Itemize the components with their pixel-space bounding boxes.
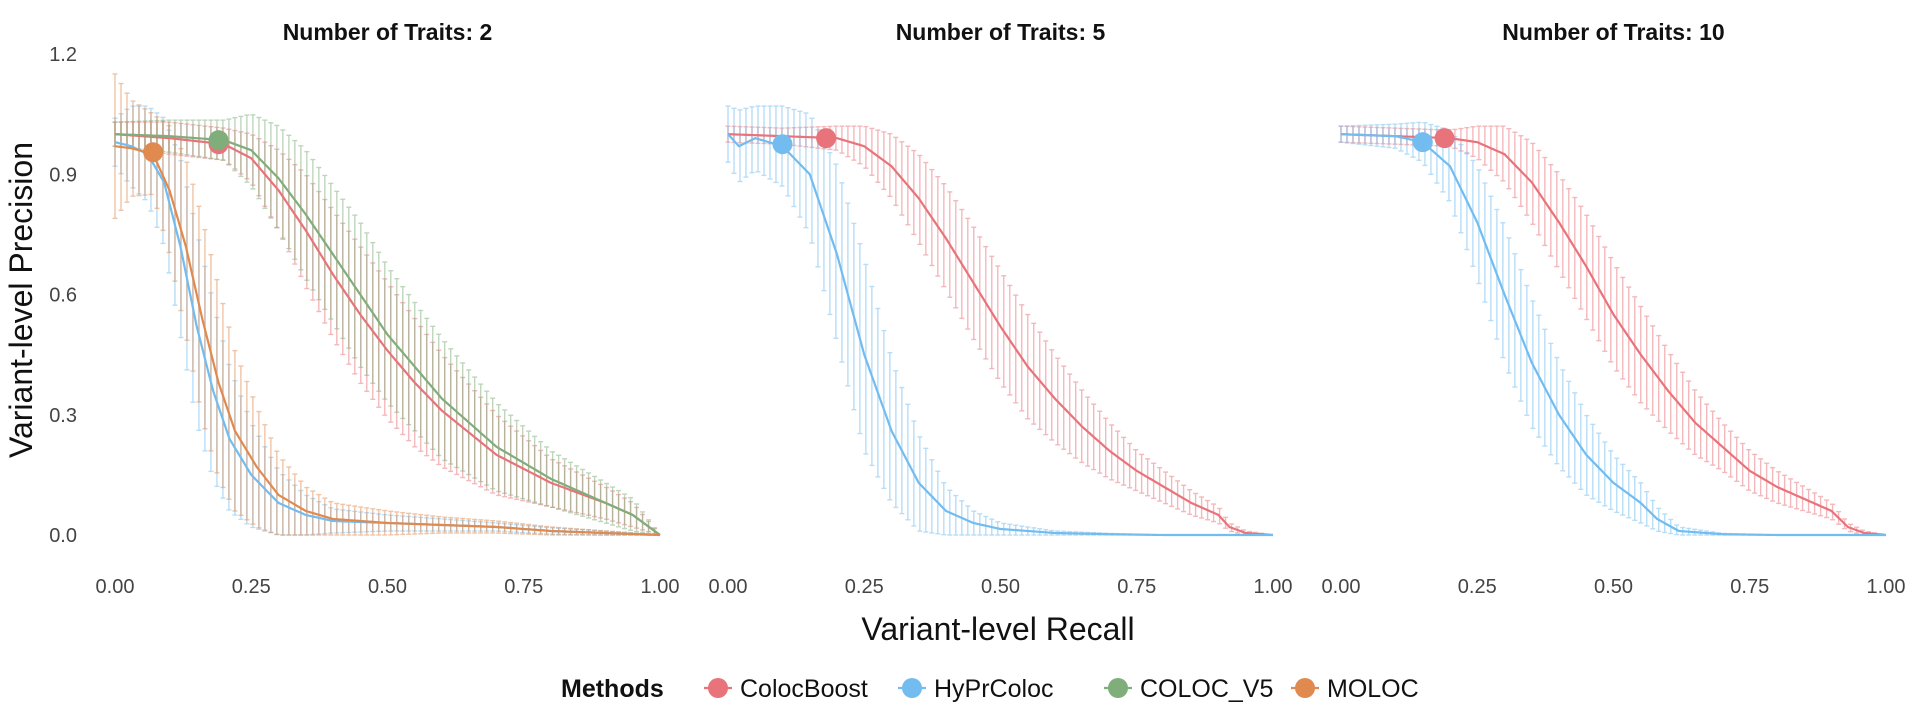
series-line-hyprcoloc xyxy=(1340,133,1886,537)
series-line-hyprcoloc xyxy=(114,141,661,537)
legend-marker xyxy=(902,678,922,698)
error-bars-colocboost xyxy=(725,125,1271,536)
x-tick-label: 0.50 xyxy=(368,576,407,598)
legend-marker xyxy=(1295,678,1315,698)
x-tick-label: 0.75 xyxy=(1117,576,1156,598)
error-bars-hyprcoloc xyxy=(725,105,1151,536)
x-axis-title: Variant-level Recall xyxy=(861,611,1134,647)
panel-title: Number of Traits: 10 xyxy=(1502,19,1724,45)
y-tick-label: 0.3 xyxy=(49,405,77,427)
panel-title: Number of Traits: 2 xyxy=(283,19,493,45)
legend-marker xyxy=(1108,678,1128,698)
legend-label: ColocBoost xyxy=(740,675,868,703)
legend-label: COLOC_V5 xyxy=(1140,675,1273,703)
data-point-hyprcoloc xyxy=(1412,132,1433,153)
series-line-colocboost xyxy=(114,133,661,536)
x-tick-label: 1.00 xyxy=(1254,576,1293,598)
legend-label: HyPrColoc xyxy=(934,675,1053,703)
x-tick-label: 0.00 xyxy=(709,576,748,598)
series-line-colocboost xyxy=(727,133,1274,537)
legend-item-moloc: MOLOC xyxy=(1291,675,1419,703)
legend-label: MOLOC xyxy=(1327,675,1419,703)
x-tick-label: 1.00 xyxy=(1867,576,1906,598)
legend-marker xyxy=(708,678,728,698)
data-point-moloc xyxy=(143,142,164,163)
error-bars-hyprcoloc xyxy=(1338,121,1764,536)
series-line-hyprcoloc xyxy=(727,133,1273,537)
y-tick-label: 0.6 xyxy=(49,285,77,307)
x-tick-label: 0.00 xyxy=(96,576,135,598)
legend-item-colocboost: ColocBoost xyxy=(704,675,868,703)
x-tick-label: 0.50 xyxy=(981,576,1020,598)
y-axis-ticks: 0.0 0.3 0.6 0.9 1.2 xyxy=(49,44,77,547)
x-tick-label: 0.25 xyxy=(232,576,271,598)
x-tick-label: 0.00 xyxy=(1322,576,1361,598)
panel-2: Number of Traits: 5 0.00 0.25 0.50 0.75 1.00 xyxy=(709,19,1293,598)
x-tick-label: 0.25 xyxy=(1458,576,1497,598)
x-tick-label: 0.25 xyxy=(845,576,884,598)
legend-title: Methods xyxy=(561,675,664,703)
y-tick-label: 0.0 xyxy=(49,525,77,547)
panel-1: Number of Traits: 2 0.00 0.25 0.50 0.75 1.00 xyxy=(96,19,680,598)
panels: 0.0 0.3 0.6 0.9 1.2 Number of Traits: 2 0.00 0.… xyxy=(49,19,1905,598)
x-tick-label: 0.75 xyxy=(504,576,543,598)
legend-item-coloc-v5: COLOC_V5 xyxy=(1104,675,1273,703)
data-point-colocboost xyxy=(1434,128,1455,149)
legend: Methods ColocBoost HyPrColoc COLOC_V5 MOLOC xyxy=(561,675,1419,703)
data-point-hyprcoloc xyxy=(772,134,793,155)
x-tick-label: 1.00 xyxy=(641,576,680,598)
panel-3: Number of Traits: 10 0.00 0.25 0.50 0.75 1.00 xyxy=(1322,19,1906,598)
series-line-colocboost xyxy=(1340,133,1887,537)
y-axis-title: Variant-level Precision xyxy=(3,142,39,458)
series-line-moloc xyxy=(114,145,661,537)
data-point-colocboost xyxy=(816,128,837,149)
panel-title: Number of Traits: 5 xyxy=(896,19,1106,45)
legend-item-hyprcoloc: HyPrColoc xyxy=(898,675,1053,703)
error-bars-coloc-v5 xyxy=(112,114,658,535)
data-point-coloc-v5 xyxy=(208,130,229,151)
y-tick-label: 1.2 xyxy=(49,44,77,66)
x-tick-label: 0.75 xyxy=(1730,576,1769,598)
series-line-coloc-v5 xyxy=(114,133,661,536)
y-tick-label: 0.9 xyxy=(49,164,77,186)
x-tick-label: 0.50 xyxy=(1594,576,1633,598)
